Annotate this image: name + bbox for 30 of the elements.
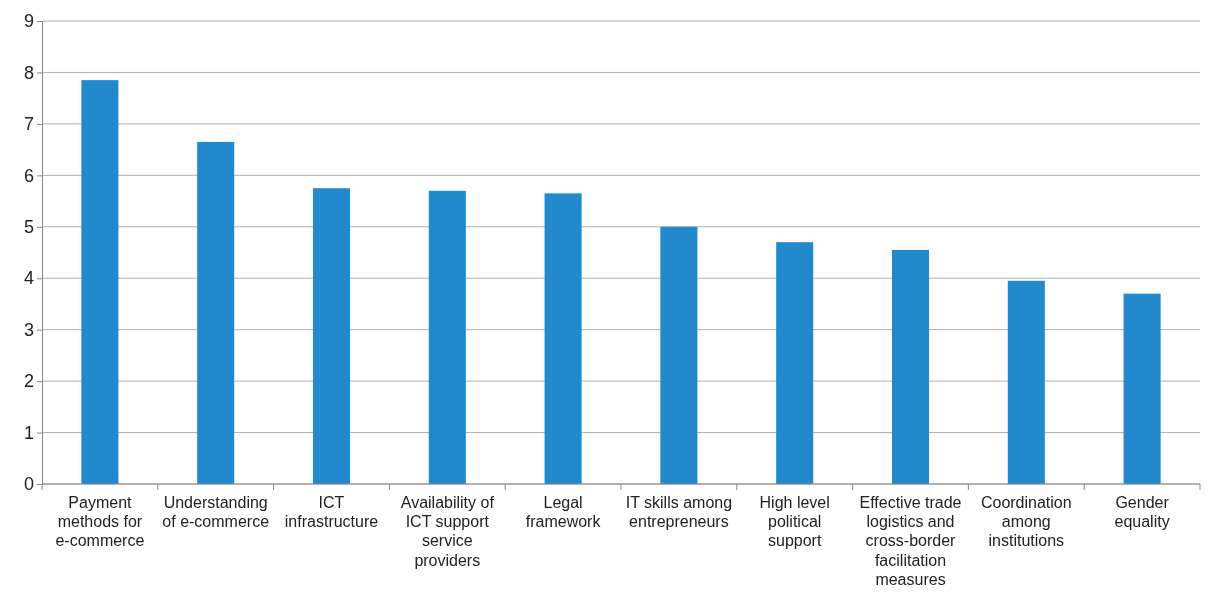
- bar: [544, 193, 582, 484]
- bar: [776, 242, 814, 484]
- x-tick-label: Coordination among institutions: [980, 494, 1072, 550]
- y-tick-label: 1: [23, 422, 34, 443]
- y-tick-label: 8: [23, 62, 34, 83]
- y-tick-label: 3: [23, 319, 34, 340]
- bar: [428, 190, 466, 484]
- x-tick-label: Gender equality: [1114, 494, 1170, 531]
- bar: [1007, 280, 1045, 484]
- bar: [197, 141, 235, 484]
- bar: [660, 226, 698, 484]
- y-tick-label: 2: [23, 371, 34, 392]
- x-tick-label: Effective trade logistics and cross-border facilitation measures: [859, 494, 962, 588]
- bar: [1123, 293, 1161, 484]
- y-tick-label: 4: [23, 268, 34, 289]
- bar: [312, 188, 351, 484]
- x-tick-label: High level political support: [759, 494, 830, 550]
- bar: [891, 249, 930, 484]
- x-tick-label: ICT infrastructure: [284, 494, 379, 531]
- y-tick-label: 5: [23, 217, 34, 238]
- bar: [81, 80, 119, 484]
- y-tick-label: 9: [23, 11, 34, 32]
- x-tick-label: Understanding of e-commerce: [162, 494, 270, 531]
- y-tick-label: 0: [23, 474, 34, 495]
- y-tick-label: 7: [23, 114, 34, 135]
- x-tick-label: Availability of ICT support service providers: [400, 494, 495, 569]
- x-tick-label: Payment methods for e-commerce: [55, 494, 145, 550]
- y-tick-label: 6: [23, 165, 34, 186]
- x-tick-label: Legal framework: [525, 494, 602, 531]
- x-tick-label: IT skills among entrepreneurs: [625, 494, 733, 531]
